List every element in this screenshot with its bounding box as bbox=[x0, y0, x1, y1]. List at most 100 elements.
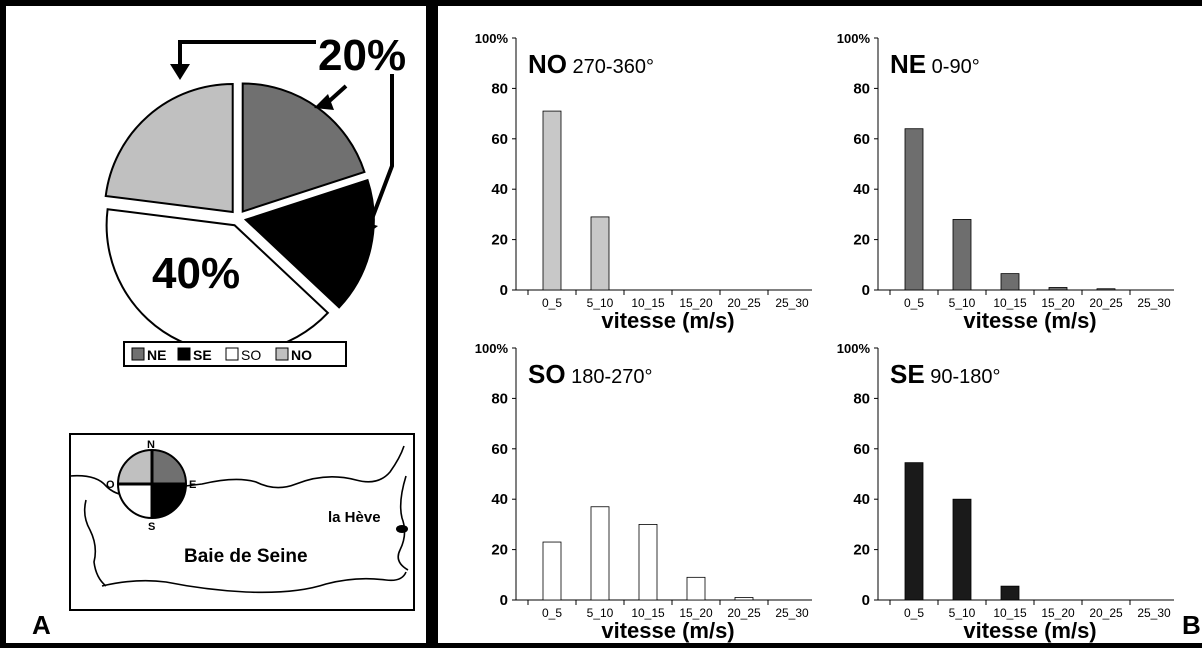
bar-20_25 bbox=[1096, 288, 1116, 291]
x-tick-label: 20_25 bbox=[1089, 606, 1123, 620]
compass bbox=[117, 449, 187, 519]
bar-5_10 bbox=[590, 506, 610, 601]
x-tick-label: 0_5 bbox=[542, 296, 562, 310]
arrow-to-no bbox=[178, 40, 316, 68]
chart-title: SO 180-270° bbox=[528, 359, 653, 389]
arrow-to-se bbox=[368, 74, 394, 225]
y-tick-label: 100% bbox=[475, 31, 509, 46]
bar-0_5 bbox=[542, 110, 562, 291]
chart-title: SE 90-180° bbox=[890, 359, 1001, 389]
bar-5_10 bbox=[952, 498, 972, 601]
bar-chart-se: 0 20 40 60 80 100% 0_5 5_10 10_15 15_20 20_25 25_30… bbox=[837, 341, 1174, 643]
bar-chart-so: 0 20 40 60 80 100% 0_5 5_10 10_15 15_20 20_25 25_30… bbox=[475, 341, 812, 643]
bar-5_10 bbox=[952, 219, 972, 291]
y-tick-label: 0 bbox=[500, 282, 508, 299]
pie-label-top: 20% bbox=[318, 31, 406, 80]
chart-title: NO 270-360° bbox=[528, 49, 654, 79]
y-tick-label: 40 bbox=[491, 181, 508, 198]
x-tick-label: 15_20 bbox=[1041, 296, 1075, 310]
x-tick-label: 5_10 bbox=[949, 296, 976, 310]
y-tick-label: 80 bbox=[491, 390, 508, 407]
y-tick-label: 100% bbox=[837, 31, 871, 46]
coastline-east bbox=[397, 475, 409, 571]
y-tick-label: 20 bbox=[491, 232, 508, 249]
bar-20_25 bbox=[734, 597, 754, 601]
y-tick-label: 80 bbox=[853, 80, 870, 97]
coastline-west bbox=[83, 499, 107, 587]
x-tick-label: 15_20 bbox=[679, 296, 713, 310]
x-tick-label: 15_20 bbox=[679, 606, 713, 620]
legend-label-se: SE bbox=[193, 347, 212, 363]
x-tick-label: 10_15 bbox=[631, 606, 665, 620]
legend-swatch-no bbox=[275, 347, 289, 361]
bar-0_5 bbox=[904, 462, 924, 601]
legend-swatch-se bbox=[177, 347, 191, 361]
annotation-arrows bbox=[170, 40, 394, 238]
x-tick-label: 25_30 bbox=[775, 296, 809, 310]
la-heve-marker bbox=[396, 525, 408, 533]
bar-10_15 bbox=[1000, 585, 1020, 601]
arrow-to-ne-head bbox=[314, 94, 334, 110]
compass-e: E bbox=[189, 479, 196, 491]
legend-label-so: SO bbox=[241, 347, 261, 363]
y-tick-label: 20 bbox=[491, 542, 508, 559]
x-tick-label: 10_15 bbox=[631, 296, 665, 310]
chart-title: NE 0-90° bbox=[890, 49, 980, 79]
bar-chart-no: 0 20 40 60 80 100% 0_5 5_10 10_15 15_20 20_25 25_30… bbox=[475, 31, 812, 333]
panel-a: 20% 40% NE SE SO NO la Hève Baie de Sein… bbox=[6, 6, 426, 643]
pie-slice-so bbox=[105, 208, 330, 355]
bar-5_10 bbox=[590, 216, 610, 291]
x-axis-label: vitesse (m/s) bbox=[963, 618, 1096, 643]
panel-a-label: A bbox=[32, 610, 51, 640]
coastline-south bbox=[101, 571, 407, 594]
arrow-to-se-head bbox=[358, 220, 378, 238]
coastline-north bbox=[69, 445, 405, 496]
y-tick-label: 100% bbox=[837, 341, 871, 356]
x-tick-label: 5_10 bbox=[587, 296, 614, 310]
pie-chart: 20% 40% NE SE SO NO la Hève Baie de Sein… bbox=[69, 31, 415, 611]
y-tick-label: 0 bbox=[862, 282, 870, 299]
x-axis-label: vitesse (m/s) bbox=[601, 618, 734, 643]
x-tick-label: 20_25 bbox=[727, 606, 761, 620]
bar-chart-ne: 0 20 40 60 80 100% 0_5 5_10 10_15 15_20 20_25 25_30… bbox=[837, 31, 1174, 333]
x-tick-label: 20_25 bbox=[1089, 296, 1123, 310]
y-tick-label: 40 bbox=[853, 491, 870, 508]
x-tick-label: 0_5 bbox=[904, 296, 924, 310]
pie-label-big: 40% bbox=[152, 249, 240, 298]
x-tick-label: 20_25 bbox=[727, 296, 761, 310]
compass-s: S bbox=[148, 521, 155, 533]
y-tick-label: 40 bbox=[491, 491, 508, 508]
x-tick-label: 0_5 bbox=[542, 606, 562, 620]
x-tick-label: 5_10 bbox=[949, 606, 976, 620]
y-tick-label: 60 bbox=[491, 441, 508, 458]
x-tick-label: 25_30 bbox=[775, 606, 809, 620]
y-tick-label: 60 bbox=[491, 131, 508, 148]
bar-15_20 bbox=[686, 576, 706, 601]
bar-10_15 bbox=[1000, 273, 1020, 291]
y-tick-label: 0 bbox=[862, 592, 870, 609]
legend-swatch-ne bbox=[131, 347, 145, 361]
y-tick-label: 80 bbox=[491, 80, 508, 97]
bar-charts: 0 20 40 60 80 100% 0_5 5_10 10_15 15_20 20_25 25_30… bbox=[475, 31, 1174, 643]
y-tick-label: 80 bbox=[853, 390, 870, 407]
x-tick-label: 15_20 bbox=[1041, 606, 1075, 620]
bar-0_5 bbox=[542, 541, 562, 601]
x-axis-label: vitesse (m/s) bbox=[963, 308, 1096, 333]
pie-slice-no bbox=[104, 82, 234, 214]
pie-slice-se bbox=[243, 178, 375, 309]
y-tick-label: 40 bbox=[853, 181, 870, 198]
bar-15_20 bbox=[1048, 287, 1068, 291]
pie-legend: NE SE SO NO bbox=[123, 341, 347, 367]
y-tick-label: 100% bbox=[475, 341, 509, 356]
y-tick-label: 20 bbox=[853, 232, 870, 249]
x-tick-label: 0_5 bbox=[904, 606, 924, 620]
x-tick-label: 25_30 bbox=[1137, 296, 1171, 310]
x-tick-label: 10_15 bbox=[993, 606, 1027, 620]
la-heve-label: la Hève bbox=[328, 509, 381, 526]
y-tick-label: 0 bbox=[500, 592, 508, 609]
bar-10_15 bbox=[638, 524, 658, 601]
y-tick-label: 60 bbox=[853, 441, 870, 458]
bar-0_5 bbox=[904, 128, 924, 291]
legend-label-no: NO bbox=[291, 347, 312, 363]
compass-n: N bbox=[147, 439, 155, 451]
